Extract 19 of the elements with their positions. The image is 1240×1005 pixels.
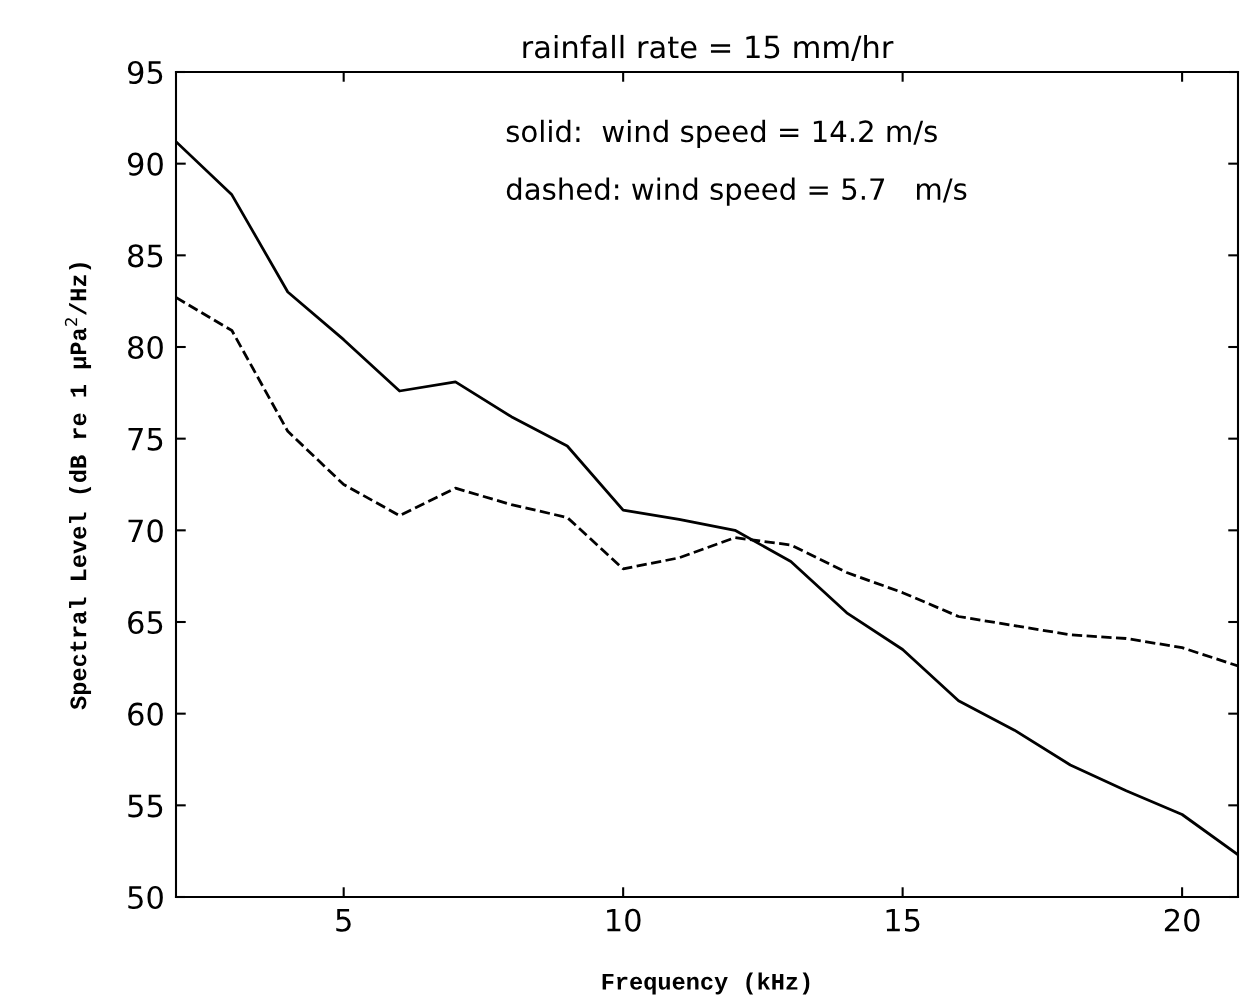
y-tick-label: 50 — [128, 885, 163, 910]
y-tick-label: 55 — [128, 794, 163, 818]
y-axis-title: Spectral Level (dB re 1 μPa$^{2}$/Hz) — [64, 263, 92, 710]
x-tick-label: 5 — [336, 909, 351, 932]
y-tick-label: 85 — [128, 244, 163, 268]
y-tick-label: 60 — [128, 702, 163, 726]
x-tick-label: 15 — [886, 909, 920, 932]
x-axis-title: Frequency (kHz) — [602, 972, 810, 995]
y-tick-label: 65 — [128, 610, 163, 635]
y-tick-label: 95 — [127, 60, 163, 85]
annotation: dashed: wind speed = 5.7 m/s — [506, 177, 967, 206]
y-tick-label: 70 — [128, 519, 163, 543]
x-tick-label: 10 — [607, 908, 641, 932]
annotation: solid: wind speed = 14.2 m/s — [506, 119, 937, 148]
x-tick-label: 20 — [1164, 908, 1200, 932]
y-tick-label: 90 — [127, 152, 163, 176]
y-tick-label: 80 — [128, 335, 163, 360]
y-tick-label: 75 — [128, 428, 163, 451]
chart-title: rainfall rate = 15 mm/hr — [523, 34, 894, 61]
